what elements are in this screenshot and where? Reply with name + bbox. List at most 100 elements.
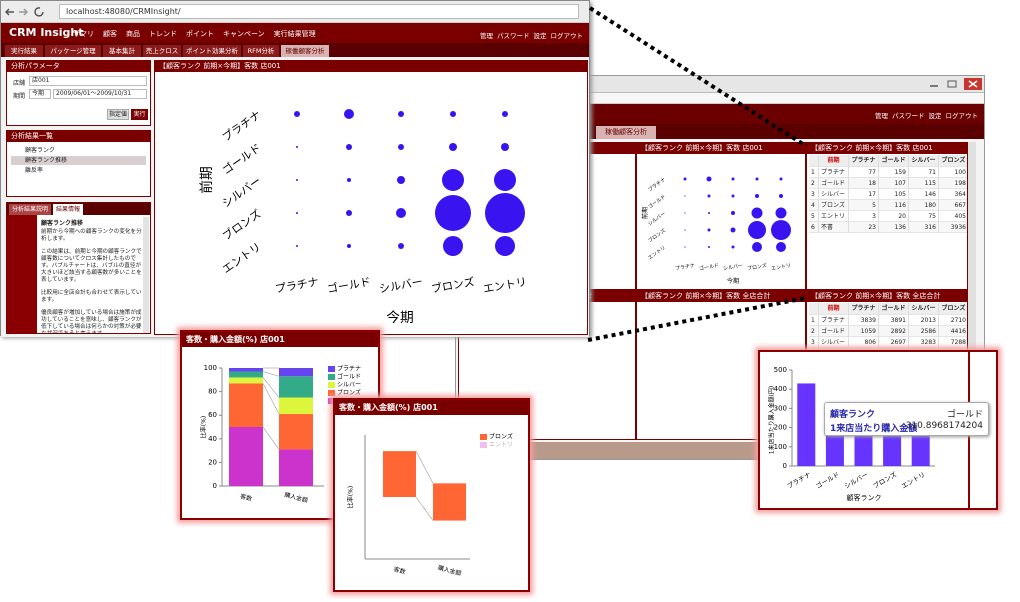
legend-swatch bbox=[328, 366, 335, 372]
user-link[interactable]: パスワード bbox=[892, 112, 925, 120]
button[interactable]: 指定値 bbox=[107, 109, 129, 120]
store-select[interactable]: 店001 bbox=[29, 76, 147, 86]
bubble bbox=[347, 178, 351, 182]
nav-buttons[interactable] bbox=[5, 6, 55, 18]
user-link[interactable]: ログアウト bbox=[945, 112, 979, 120]
tab[interactable]: 売上クロス bbox=[143, 45, 181, 57]
tab[interactable]: 稼働顧客分析 bbox=[596, 126, 656, 139]
tab[interactable]: RFM分析 bbox=[243, 45, 279, 57]
bubble bbox=[347, 244, 351, 248]
bubble bbox=[775, 207, 787, 219]
y-axis-label: 前期 bbox=[640, 207, 649, 220]
table-cell: 20 bbox=[879, 211, 909, 222]
legend-item: ブロンズ bbox=[480, 433, 513, 441]
y-tick-label: ゴールド bbox=[219, 140, 263, 177]
tab[interactable]: パッケージ管理 bbox=[45, 45, 101, 57]
result-item[interactable]: 離反率 bbox=[25, 167, 44, 174]
table-cell: 2892 bbox=[879, 326, 909, 337]
paragraph: 優良顧客が増加している場合は施策が成功していることを意味し、顧客ランクが低下して… bbox=[41, 310, 142, 334]
x-tick-label: プラチナ bbox=[786, 471, 813, 491]
period-type-select[interactable]: 今期 bbox=[29, 89, 51, 99]
table-cell: エントリ bbox=[819, 211, 849, 222]
menu-item[interactable]: キャンペーン bbox=[223, 30, 265, 38]
bubble bbox=[450, 111, 456, 117]
tab[interactable]: ポイント効果分析 bbox=[183, 45, 241, 57]
tab[interactable]: 実行結果 bbox=[5, 45, 43, 57]
bar-segment bbox=[279, 414, 313, 450]
y-tick-label: 300 bbox=[774, 404, 787, 412]
panel: 【顧客ランク 前期×今期】客数 店001 プラチナ ゴールド シルバー ブロンズ エントリ… bbox=[636, 142, 806, 290]
table-cell: 3891 bbox=[879, 315, 909, 326]
header-cell bbox=[809, 303, 819, 315]
legend-label: ブロンズ bbox=[337, 389, 361, 397]
table-cell: 5 bbox=[809, 211, 819, 222]
user-link[interactable]: 設定 bbox=[928, 112, 942, 120]
table-cell: 17 bbox=[849, 189, 879, 200]
bar-segment bbox=[229, 427, 263, 486]
bubble bbox=[346, 144, 352, 150]
bubble bbox=[684, 229, 686, 231]
result-item[interactable]: 顧客ランク推移 bbox=[11, 156, 146, 165]
table-cell: 18 bbox=[849, 178, 879, 189]
tab[interactable]: 分析結果説明 bbox=[9, 204, 51, 215]
menu-item[interactable]: 顧客 bbox=[103, 30, 117, 38]
x-tick-label: ゴールド bbox=[326, 274, 372, 295]
table-cell: ゴールド bbox=[819, 326, 849, 337]
legend-item: ゴールド bbox=[328, 373, 361, 381]
bubble bbox=[779, 194, 783, 198]
bar-segment bbox=[383, 451, 416, 497]
table-cell: 不書 bbox=[819, 222, 849, 233]
bubble bbox=[494, 169, 516, 191]
menu-item[interactable]: トレンド bbox=[149, 30, 177, 38]
scrollbar bbox=[968, 142, 976, 442]
user-link[interactable]: 管理 bbox=[480, 32, 493, 40]
table-cell: 3283 bbox=[909, 337, 939, 348]
table-cell: 364 bbox=[939, 189, 967, 200]
url-field[interactable]: localhost:48080/CRMInsight/ bbox=[59, 4, 579, 19]
result-item[interactable]: 顧客ランク bbox=[25, 147, 56, 154]
bubble bbox=[751, 207, 763, 219]
y-tick-label: 100 bbox=[774, 443, 787, 451]
x-tick-label: 客数 bbox=[393, 565, 407, 576]
bubble bbox=[398, 111, 404, 117]
desc-text: 前期から今期への顧客ランクの変化を分析します。 この結果は、前期と今期の顧客ランク… bbox=[41, 229, 143, 334]
bubble bbox=[485, 193, 525, 233]
y-tick-label: エントリ bbox=[647, 245, 667, 261]
stacked-chart: 020406080100比率(%)客数購入金額プラチナゴールドシルバーブロンズエ… bbox=[200, 364, 362, 504]
tab[interactable]: 稼働顧客分析 bbox=[281, 45, 329, 57]
tab[interactable]: 基本集計 bbox=[103, 45, 141, 57]
menu-item[interactable]: ポイント bbox=[186, 30, 214, 38]
bubble bbox=[731, 177, 735, 181]
column-header: プラチナ bbox=[849, 303, 879, 315]
menu-item[interactable]: 実行結果管理 bbox=[273, 30, 316, 38]
app-header: CRM Insight サマリ 顧客 商品 トレンド ポイント キャンペーン 実行結果管理 … bbox=[1, 23, 589, 43]
popup-title: 客数・購入金額(%) 店001 bbox=[335, 400, 528, 415]
window-buttons[interactable] bbox=[926, 78, 982, 90]
menu-item[interactable]: サマリ bbox=[73, 30, 94, 38]
bubble bbox=[755, 194, 759, 198]
popup: 0 100 200 300 400 500 プラチナ ゴールド シルバー ブロンズ エントリ 1来店当… bbox=[758, 350, 998, 510]
period-select[interactable]: 2009/06/01〜2009/10/31 bbox=[53, 89, 147, 99]
menu-item[interactable]: 商品 bbox=[126, 30, 140, 38]
legend-item: シルバー bbox=[328, 382, 361, 389]
user-link[interactable]: ログアウト bbox=[550, 32, 584, 40]
button[interactable]: 実行 bbox=[131, 109, 148, 120]
bubble bbox=[779, 177, 783, 181]
bubble bbox=[346, 210, 352, 216]
bubble bbox=[755, 177, 759, 181]
user-link[interactable]: パスワード bbox=[497, 32, 530, 40]
x-tick-label: ゴールド bbox=[814, 470, 841, 491]
tab[interactable]: 結果情報 bbox=[53, 204, 83, 215]
column-header: ブロンズ bbox=[939, 303, 967, 315]
table-cell: プラチナ bbox=[819, 315, 849, 326]
panel-title: 【顧客ランク 前期×今期】客数 店001 bbox=[637, 143, 805, 154]
table-cell: 7288 bbox=[939, 337, 967, 348]
y-tick-label: 20 bbox=[208, 458, 217, 466]
bubble bbox=[296, 245, 298, 247]
legend-label: ブロンズ bbox=[489, 433, 513, 441]
user-link[interactable]: 管理 bbox=[875, 112, 888, 120]
y-tick-label: 400 bbox=[774, 385, 787, 393]
user-link[interactable]: 設定 bbox=[533, 32, 547, 40]
table-cell: ブロンズ bbox=[819, 200, 849, 211]
tooltip-key: 顧客ランク bbox=[830, 410, 876, 420]
